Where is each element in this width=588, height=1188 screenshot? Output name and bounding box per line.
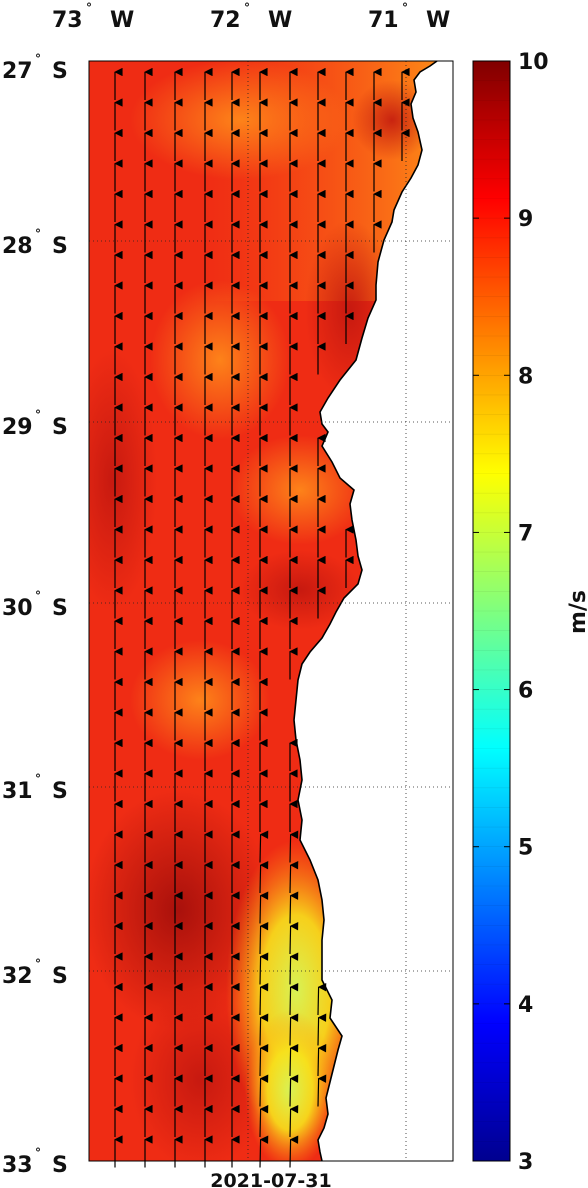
svg-text:S: S — [52, 415, 68, 440]
map-frame-border — [88, 60, 454, 1162]
colorbar-tick-label: 8 — [518, 364, 533, 389]
wind-arrow — [289, 1104, 299, 1138]
colorbar-tick-label: 7 — [518, 521, 533, 546]
svg-text:S: S — [52, 59, 68, 84]
svg-text:S: S — [52, 596, 68, 621]
svg-text:°: ° — [35, 1146, 41, 1160]
longitude-label-72w: 72 ° W — [210, 1, 292, 33]
wind-arrow — [259, 891, 269, 924]
wind-arrow — [317, 982, 327, 1016]
field-high-wind-core — [240, 550, 360, 630]
colorbar-tick-label: 10 — [518, 50, 549, 75]
svg-text:W: W — [110, 8, 134, 33]
svg-text:29: 29 — [2, 415, 33, 440]
latitude-labels: 27 ° S28 ° S29 ° S30 ° S31 ° S32 ° S33 ° S — [2, 52, 68, 1178]
longitude-label-71w: 71 ° W — [368, 1, 450, 33]
colorbar-tick-label: 9 — [518, 207, 533, 232]
svg-text:S: S — [52, 234, 68, 259]
field-orange-patch — [150, 280, 290, 440]
svg-text:°: ° — [35, 589, 41, 603]
svg-text:28: 28 — [2, 234, 33, 259]
colorbar-tick-label: 4 — [518, 993, 533, 1018]
colorbar-tick-label: 3 — [518, 1150, 533, 1175]
longitude-labels: 73 ° W 72 ° W 71 ° W — [52, 1, 450, 33]
svg-text:°: ° — [35, 408, 41, 422]
svg-text:S: S — [52, 779, 68, 804]
wind-arrow — [289, 921, 299, 955]
wind-arrow — [289, 1043, 299, 1077]
wind-arrow — [289, 952, 299, 985]
latitude-label-28s: 28 ° S — [2, 227, 68, 259]
wind-arrow — [289, 982, 299, 1016]
svg-text:S: S — [52, 964, 68, 989]
svg-text:°: ° — [35, 957, 41, 971]
field-high-wind-core — [89, 790, 273, 1030]
wind-arrow — [289, 860, 299, 894]
field-high-wind-core — [89, 350, 157, 610]
wind-arrow — [289, 1013, 299, 1046]
colorbar-gradient — [473, 61, 510, 1161]
colorbar-ticks: 10 9 8 7 6 5 4 3 — [473, 50, 549, 1175]
svg-text:°: ° — [35, 772, 41, 786]
colorbar-unit-label: m/s — [566, 590, 588, 634]
wind-arrow — [259, 1043, 269, 1077]
graticule-grid — [89, 61, 453, 1161]
wind-arrow — [289, 830, 299, 863]
svg-text:W: W — [426, 8, 450, 33]
wind-arrow — [317, 1043, 327, 1077]
latitude-label-33s: 33 ° S — [2, 1146, 68, 1178]
wind-arrow — [259, 952, 269, 985]
svg-text:°: ° — [244, 1, 250, 15]
date-label: 2021-07-31 — [210, 1170, 332, 1188]
wind-arrow — [289, 1074, 299, 1107]
svg-text:W: W — [268, 8, 292, 33]
svg-text:S: S — [52, 1153, 68, 1178]
wind-arrow — [289, 891, 299, 924]
field-orange-patch — [130, 61, 350, 180]
colorbar-tick-label: 6 — [518, 679, 533, 704]
wind-vector-arrows — [114, 67, 410, 1168]
svg-text:32: 32 — [2, 964, 33, 989]
latitude-label-27s: 27 ° S — [2, 52, 68, 84]
latitude-label-29s: 29 ° S — [2, 408, 68, 440]
field-orange-patch — [130, 640, 270, 760]
wind-arrow — [317, 1013, 327, 1046]
wind-arrow — [259, 830, 269, 863]
latitude-label-31s: 31 ° S — [2, 772, 68, 804]
svg-text:33: 33 — [2, 1153, 33, 1178]
svg-text:30: 30 — [2, 596, 33, 621]
svg-text:27: 27 — [2, 59, 33, 84]
longitude-label-73w: 73 ° W — [52, 1, 134, 33]
latitude-label-30s: 30 ° S — [2, 589, 68, 621]
coastline — [293, 60, 438, 1162]
wind-arrow — [317, 1074, 327, 1107]
svg-text:°: ° — [35, 52, 41, 66]
wind-arrow — [259, 1013, 269, 1046]
svg-text:31: 31 — [2, 779, 33, 804]
svg-text:°: ° — [86, 1, 92, 15]
latitude-label-32s: 32 ° S — [2, 957, 68, 989]
wind-arrow — [259, 860, 269, 894]
colorbar: 10 9 8 7 6 5 4 3 m/s — [472, 50, 588, 1175]
svg-text:°: ° — [402, 1, 408, 15]
wind-arrow — [259, 1135, 269, 1168]
colorbar-tick-label: 5 — [518, 836, 533, 861]
wind-arrow — [259, 1104, 269, 1138]
wind-arrow — [259, 1074, 269, 1107]
wind-arrow — [259, 982, 269, 1016]
svg-text:71: 71 — [368, 8, 399, 33]
wind-arrow — [289, 1135, 299, 1168]
svg-text:73: 73 — [52, 8, 83, 33]
colorbar-border — [472, 60, 511, 1162]
wind-arrow — [259, 921, 269, 955]
svg-text:72: 72 — [210, 8, 241, 33]
svg-text:°: ° — [35, 227, 41, 241]
